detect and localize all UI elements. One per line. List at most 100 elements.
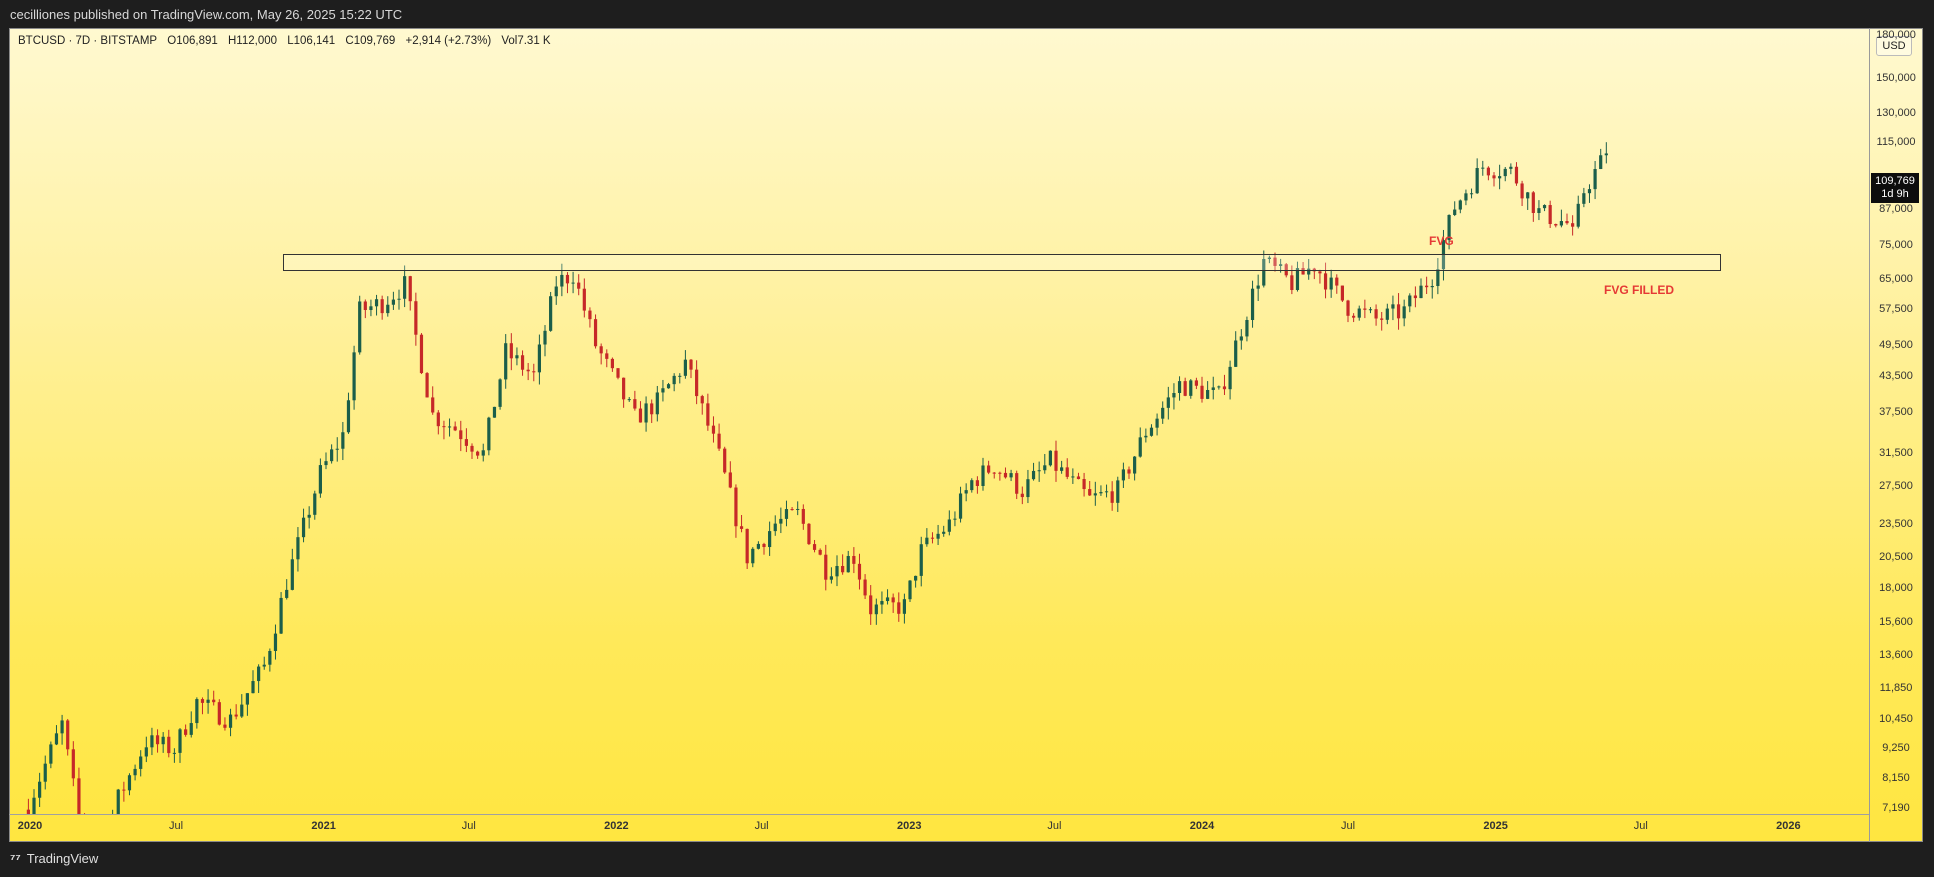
candle-body <box>942 531 946 534</box>
x-tick-label: Jul <box>1047 820 1062 832</box>
candle-body <box>532 371 536 373</box>
candle-body <box>1340 285 1344 301</box>
candle-body <box>784 509 789 519</box>
change-value: +2,914 (+2.73%) <box>405 35 492 47</box>
candle-body <box>717 433 721 449</box>
candle-body <box>1133 456 1137 474</box>
candle-body <box>1026 479 1030 498</box>
candle-body <box>841 565 845 573</box>
candle-body <box>116 789 120 814</box>
x-tick-label: 2021 <box>311 820 336 832</box>
fvg-zone-box[interactable] <box>283 254 1721 271</box>
currency-button[interactable]: USD <box>1876 36 1912 56</box>
candle-body <box>1571 223 1575 227</box>
y-tick-label: 37,500 <box>1879 405 1913 418</box>
footer-branding[interactable]: ⁷⁷ TradingView <box>10 851 98 866</box>
symbol-name: BTCUSD · 7D · BITSTAMP <box>18 35 158 47</box>
candle-body <box>1413 295 1417 299</box>
candle-body <box>301 517 306 538</box>
candle-body <box>1469 193 1474 195</box>
candle-body <box>734 487 738 527</box>
candle-body <box>1481 167 1485 169</box>
candle-body <box>661 388 665 393</box>
candle-body <box>32 797 36 814</box>
candle-body <box>801 508 805 524</box>
candle-body <box>38 781 42 798</box>
candle-body <box>1368 309 1373 311</box>
candle-body <box>144 747 148 757</box>
symbol-legend[interactable]: BTCUSD · 7D · BITSTAMP O106,891 H112,000… <box>18 35 558 47</box>
publish-line: cecilliones published on TradingView.com… <box>10 7 403 22</box>
candle-body <box>1228 366 1232 390</box>
candle-body <box>223 724 227 728</box>
time-axis-divider <box>9 814 1869 815</box>
candle-body <box>1279 264 1283 266</box>
candle-body <box>835 565 839 577</box>
candle-body <box>768 531 772 548</box>
price-axis-divider <box>1869 28 1870 842</box>
candle-body <box>1200 385 1204 399</box>
chart-pane[interactable] <box>9 28 1923 842</box>
candle-body <box>122 789 126 791</box>
candle-body <box>71 749 75 779</box>
candle-body <box>363 301 367 311</box>
candle-body <box>1419 285 1423 299</box>
open-value: O106,891 <box>167 35 218 47</box>
candle-body <box>846 555 850 573</box>
candle-body <box>1211 387 1215 391</box>
candle-body <box>1003 472 1008 478</box>
candle-body <box>908 580 912 600</box>
price-plot[interactable] <box>9 28 1869 814</box>
y-tick-label: 9,250 <box>1882 741 1910 754</box>
candle-body <box>582 288 586 311</box>
candle-body <box>700 396 704 404</box>
candle-body <box>593 319 598 347</box>
candle-body <box>234 714 238 717</box>
candle-body <box>627 399 631 401</box>
candle-body <box>1329 277 1333 290</box>
candle-body <box>936 533 940 539</box>
candle-body <box>1138 437 1142 457</box>
candle-body <box>1256 285 1260 289</box>
candle-body <box>307 514 311 518</box>
candle-body <box>1031 470 1036 480</box>
candle-body <box>447 426 452 428</box>
candle-body <box>1189 380 1193 396</box>
y-tick-label: 23,500 <box>1879 517 1913 530</box>
high-value: H112,000 <box>228 35 278 47</box>
candle-body <box>459 430 463 440</box>
candle-body <box>1110 491 1114 503</box>
candle-body <box>998 472 1002 474</box>
candle-body <box>689 359 693 370</box>
candle-body <box>1060 467 1064 471</box>
candle-body <box>1295 268 1300 291</box>
candle-body <box>358 301 362 353</box>
candle-body <box>431 397 435 413</box>
y-tick-label: 13,600 <box>1879 649 1913 662</box>
y-tick-label: 49,500 <box>1879 338 1913 351</box>
candle-body <box>1020 493 1024 498</box>
candle-body <box>779 518 783 524</box>
candle-body <box>1599 155 1603 170</box>
candle-body <box>1245 320 1249 337</box>
candle-body <box>919 544 923 576</box>
x-tick-label: 2022 <box>604 820 629 832</box>
candle-body <box>857 563 862 580</box>
candle-body <box>127 775 132 791</box>
candle-body <box>1520 183 1524 199</box>
candle-body <box>537 344 541 373</box>
candle-body <box>290 559 294 590</box>
candle-body <box>296 537 300 560</box>
candle-body <box>925 537 929 545</box>
x-tick-label: 2024 <box>1189 820 1215 832</box>
candle-body <box>953 518 957 520</box>
candle-body <box>1526 192 1530 199</box>
tradingview-logo-icon: ⁷⁷ <box>10 851 21 866</box>
candle-body <box>526 369 530 372</box>
candle-body <box>1593 169 1597 190</box>
candle-body <box>1161 407 1165 419</box>
candle-body <box>655 392 659 415</box>
candle-body <box>268 650 272 665</box>
candle-body <box>1048 450 1052 466</box>
candle-body <box>436 412 440 427</box>
